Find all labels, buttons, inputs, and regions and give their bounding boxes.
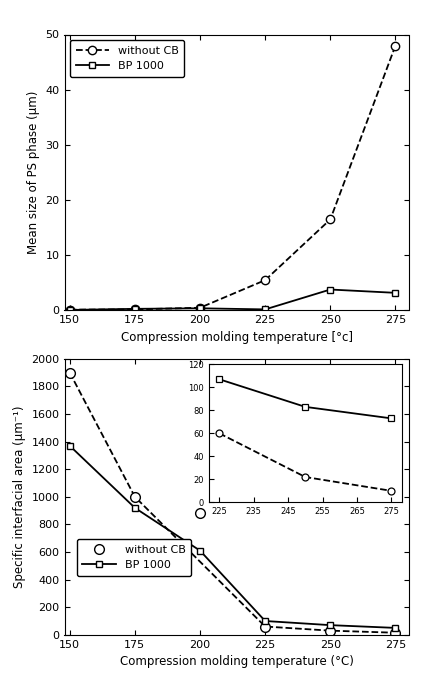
Y-axis label: Specific interfacial area (μm⁻¹): Specific interfacial area (μm⁻¹) (13, 406, 26, 588)
BP 1000 (328, 621, 333, 629)
without CB (328, 215, 333, 224)
BP 1000 (328, 286, 333, 294)
without CB (263, 276, 268, 284)
BP 1000 (263, 617, 268, 625)
Text: (a): (a) (227, 371, 246, 385)
without CB (197, 509, 203, 518)
Line: without CB: without CB (65, 368, 400, 638)
BP 1000 (132, 504, 138, 512)
BP 1000 (197, 304, 203, 313)
without CB (132, 493, 138, 501)
BP 1000 (197, 546, 203, 555)
Line: without CB: without CB (65, 41, 399, 314)
without CB (197, 304, 203, 312)
BP 1000 (67, 442, 72, 450)
Legend: without CB, BP 1000: without CB, BP 1000 (70, 40, 184, 77)
BP 1000 (393, 288, 398, 297)
Line: BP 1000: BP 1000 (66, 442, 399, 631)
Y-axis label: Mean size of PS phase (μm): Mean size of PS phase (μm) (27, 91, 40, 254)
without CB (393, 629, 398, 637)
without CB (67, 368, 72, 377)
without CB (132, 305, 138, 313)
Legend: without CB, BP 1000: without CB, BP 1000 (77, 539, 191, 576)
without CB (263, 622, 268, 631)
without CB (328, 627, 333, 635)
BP 1000 (393, 624, 398, 632)
Line: BP 1000: BP 1000 (66, 286, 399, 313)
without CB (67, 306, 72, 314)
without CB (393, 41, 398, 50)
BP 1000 (263, 305, 268, 313)
X-axis label: Compression molding temperature (°C): Compression molding temperature (°C) (120, 656, 353, 668)
BP 1000 (132, 305, 138, 313)
BP 1000 (67, 306, 72, 314)
X-axis label: Compression molding temperature [°c]: Compression molding temperature [°c] (120, 331, 353, 344)
